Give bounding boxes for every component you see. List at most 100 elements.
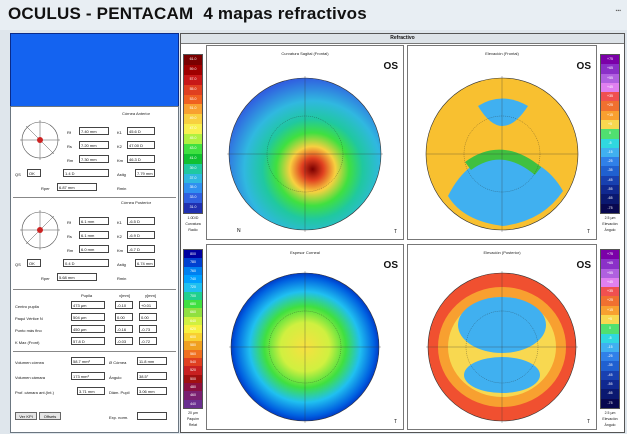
scale-step: +5 xyxy=(601,119,619,130)
scale-step: 560 xyxy=(184,349,202,359)
scale-step: 35.0 xyxy=(184,183,202,194)
front-km-field[interactable]: 46.3 D xyxy=(127,155,155,163)
scale-footer-label: Paquím xyxy=(186,417,200,421)
back-rm-label: Rm xyxy=(67,248,74,253)
front-rmin-field[interactable]: 6.87 mm xyxy=(57,183,97,191)
scale-step: 640 xyxy=(184,316,202,325)
back-qs-label: QS xyxy=(15,262,21,267)
scale-step: 47.0 xyxy=(184,124,202,134)
patient-banner[interactable] xyxy=(10,33,179,108)
scale-step: -75 xyxy=(601,203,619,213)
scale-step: -15 xyxy=(601,342,619,353)
scale-step: 760 xyxy=(184,266,202,275)
front-k1-field[interactable]: 45.6 D xyxy=(127,127,155,135)
scale-step: 39.0 xyxy=(184,163,202,174)
section-divider xyxy=(13,289,176,290)
back-rm-field[interactable]: 6.0 mm xyxy=(79,245,109,253)
temporal-label: T xyxy=(586,229,590,235)
scale-step: 51.0 xyxy=(184,104,202,115)
exp-norm-field[interactable] xyxy=(137,412,167,420)
scale-step: 740 xyxy=(184,274,202,284)
scale-step: +55 xyxy=(601,268,619,278)
back-k2-field[interactable]: -6.9 D xyxy=(127,231,155,239)
back-rs-label: Rs xyxy=(67,234,72,239)
pachy-thin-y-field[interactable]: -0.73 xyxy=(139,325,157,333)
back-rmin-field[interactable]: 5.68 mm xyxy=(57,273,97,281)
diam-cornea-label: Ø Córnea xyxy=(109,360,127,365)
front-rf-label: Rf xyxy=(67,130,71,135)
pachy-kmax-field[interactable]: 57.8 D xyxy=(71,337,105,345)
front-rm-field[interactable]: 7.30 mm xyxy=(79,155,109,163)
back-rs-field[interactable]: 6.1 mm xyxy=(79,231,109,239)
back-astig-label: Astig xyxy=(117,262,126,267)
depth-field[interactable]: 3.71 mm xyxy=(77,387,105,395)
angle-field[interactable]: 38.5° xyxy=(137,372,167,380)
pachy-vertex-y-field[interactable]: 0.00 xyxy=(139,313,157,321)
scale-step: -65 xyxy=(601,389,619,399)
back-rmin-label: Rmin xyxy=(117,276,127,281)
pachy-kmax-label: K Max (Front) xyxy=(15,340,40,345)
scale-step: +15 xyxy=(601,110,619,120)
scale-step: 600 xyxy=(184,333,202,342)
back-astig-field[interactable]: 0.4 D xyxy=(63,259,109,267)
pachy-vertex-field[interactable]: 504 µm xyxy=(71,313,105,321)
scale-step: -5 xyxy=(601,138,619,148)
scale-step: 440 xyxy=(184,399,202,408)
diam-cornea-field[interactable]: 11.8 mm xyxy=(137,357,167,365)
scale-step: 580 xyxy=(184,341,202,350)
vol-chamber-field[interactable]: 173 mm³ xyxy=(71,372,105,380)
scale-step: +25 xyxy=(601,101,619,111)
back-rf-field[interactable]: 6.1 mm xyxy=(79,217,109,225)
pachy-centro-y-field[interactable]: +0.01 xyxy=(139,301,157,309)
front-k1-label: K1 xyxy=(117,130,122,135)
pachy-centro-field[interactable]: 473 µm xyxy=(71,301,105,309)
scale-step: -45 xyxy=(601,370,619,380)
pachy-centro-x-field[interactable]: -0.10 xyxy=(115,301,133,309)
map-corneal-thickness[interactable]: Espesor Corneal OS T xyxy=(206,244,404,430)
scale-footer-label: Elevación xyxy=(602,417,618,421)
back-qs-field[interactable]: OK xyxy=(27,259,41,267)
pachy-thin-field[interactable]: 450 µm xyxy=(71,325,105,333)
scale-step: +65 xyxy=(601,259,619,269)
back-rper-field[interactable]: 6.74 mm xyxy=(135,259,155,267)
scale-footer-label: Elevación xyxy=(602,222,618,226)
pachy-kmax-x-field[interactable]: -0.03 xyxy=(115,337,133,345)
front-rf-field[interactable]: 7.40 mm xyxy=(79,127,109,135)
refractive-header: Refractivo xyxy=(181,34,624,44)
vol-cornea-field[interactable]: 58.7 mm³ xyxy=(71,357,105,365)
scale-step: -65 xyxy=(601,194,619,204)
scale-step: 620 xyxy=(184,324,202,334)
ver-kpi-button[interactable]: Ver KPI xyxy=(15,412,37,420)
section-divider xyxy=(13,351,176,352)
scale-step: 480 xyxy=(184,383,202,392)
front-rmin-label: Rmin xyxy=(117,186,127,191)
vol-chamber-label: Volumen cámara xyxy=(15,375,46,380)
front-rper-field[interactable]: 7.79 mm xyxy=(135,169,155,177)
eye-label: OS xyxy=(576,260,591,271)
map-front-elevation[interactable]: Elevación (Frontal) OS T xyxy=(407,45,597,240)
page-subtitle: 4 mapas refractivos xyxy=(203,4,367,23)
front-astig-field[interactable]: 1.4 D xyxy=(63,169,109,177)
scale-footer-label: 1.0D/D xyxy=(187,216,199,220)
temporal-label: T xyxy=(586,419,590,425)
front-axis-icon xyxy=(20,120,60,160)
pupil-field[interactable]: 3.06 mm xyxy=(137,387,167,395)
app-name: OCULUS - PENTACAM xyxy=(8,4,194,23)
map-sagittal-curvature[interactable]: Curvatura Sagital (Frontal) OS N T xyxy=(206,45,404,240)
front-qs-field[interactable]: OK xyxy=(27,169,41,177)
scale-step: 500 xyxy=(184,374,202,383)
scale-step: -45 xyxy=(601,175,619,185)
map-back-elevation[interactable]: Elevación (Posterior) OS T xyxy=(407,244,597,430)
pachy-kmax-y-field[interactable]: -0.72 xyxy=(139,337,157,345)
front-k2-field[interactable]: 47.00 D xyxy=(127,141,155,149)
pachy-vertex-x-field[interactable]: 0.00 xyxy=(115,313,133,321)
scale-curvature: 61.0 59.0 57.0 55.0 53.0 51.0 49.0 47.0 45.0 43.0… xyxy=(183,54,203,214)
back-km-field[interactable]: -6.7 D xyxy=(127,245,155,253)
pachy-thin-x-field[interactable]: -0.16 xyxy=(115,325,133,333)
back-k1-field[interactable]: -6.5 D xyxy=(127,217,155,225)
front-rs-field[interactable]: 7.20 mm xyxy=(79,141,109,149)
map-canvas xyxy=(425,76,579,232)
scale-step: 53.0 xyxy=(184,94,202,105)
scale-step: +75 xyxy=(601,250,619,260)
offsets-button[interactable]: Offsets xyxy=(39,412,61,420)
